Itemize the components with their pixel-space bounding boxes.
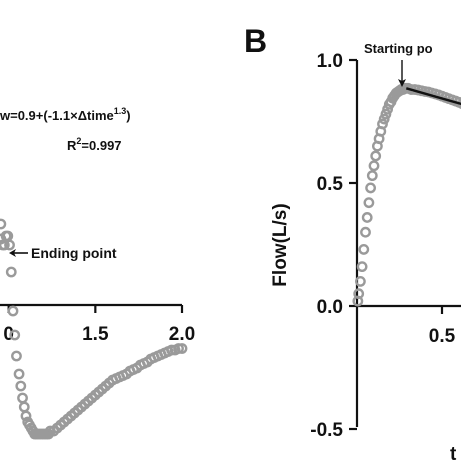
panel-a-data-point <box>13 368 25 380</box>
panel-b-data-point <box>378 113 390 125</box>
panel-b-data-point <box>366 170 378 182</box>
panel-b-data-point <box>377 118 388 130</box>
panel-b-x-ticks: 0.5 <box>429 306 456 347</box>
panel-b-data-point <box>361 212 373 223</box>
starting-point-arrow <box>398 60 406 87</box>
panel-b-data-point <box>380 108 392 120</box>
panel-a-data-point <box>15 380 27 392</box>
panel-a: 0 1.5 2.0 w=0.9+(-1.1×Δtime1.3) R2=0.997 E… <box>0 106 195 440</box>
panel-b-letter: B <box>244 23 267 59</box>
panel-a-data-point <box>20 410 32 422</box>
panel-b-data-point <box>356 261 368 273</box>
panel-b-data-point <box>358 244 370 255</box>
panel-a-x-tick-label: 2.0 <box>169 324 195 345</box>
panel-b-y-tick-label: 0.0 <box>317 297 343 318</box>
panel-a-data-point <box>166 344 178 356</box>
ending-point-label: Ending point <box>31 245 117 261</box>
panel-a-data-point <box>0 218 7 230</box>
panel-b-data-point <box>370 150 382 162</box>
r-squared-annotation: R2=0.997 <box>67 136 122 153</box>
equation-annotation: w=0.9+(-1.1×Δtime1.3) <box>0 106 131 123</box>
panel-b-y-tick-label: 1.0 <box>317 51 343 72</box>
panel-b-data-point <box>353 288 365 300</box>
ending-point-arrow <box>9 249 28 257</box>
panel-b: B 1.0 0.5 0.0 -0.5 0.5 Flow(L/s) t Starting… <box>244 23 461 461</box>
panel-b-y-ticks: 1.0 0.5 0.0 -0.5 <box>310 51 357 441</box>
panel-b-data-point <box>368 160 380 172</box>
panel-b-y-tick-label: -0.5 <box>310 420 343 441</box>
starting-point-label: Starting po <box>364 41 433 56</box>
panel-b-x-tick-label: 0.5 <box>429 326 456 347</box>
panel-b-x-axis-label: t <box>450 444 457 461</box>
panel-a-x-tick-label: 0 <box>3 324 14 345</box>
panel-a-data-point <box>7 305 19 317</box>
panel-a-x-tick-label: 1.5 <box>82 324 109 345</box>
panel-b-data-point <box>354 275 366 287</box>
panel-a-x-ticks: 0 1.5 2.0 <box>3 305 195 345</box>
panel-b-y-tick-label: 0.5 <box>317 174 344 195</box>
panel-a-data-point <box>176 343 188 354</box>
panel-b-data-point <box>360 226 371 238</box>
panel-a-data-point <box>4 239 15 251</box>
panel-a-data-point <box>9 329 21 341</box>
panel-a-points <box>0 218 188 440</box>
panel-a-data-point <box>11 350 22 362</box>
panel-b-points <box>352 82 461 307</box>
panel-a-data-point <box>18 401 30 413</box>
panel-b-data-point <box>365 182 376 194</box>
panel-a-data-point <box>17 392 28 404</box>
panel-a-data-point <box>5 266 17 278</box>
panel-b-data-point <box>363 197 375 209</box>
panel-b-fit-segment <box>405 87 461 106</box>
panel-b-y-axis-label: Flow(L/s) <box>270 203 291 286</box>
panel-b-fit-line <box>405 87 461 106</box>
panel-a-data-point <box>173 343 184 354</box>
